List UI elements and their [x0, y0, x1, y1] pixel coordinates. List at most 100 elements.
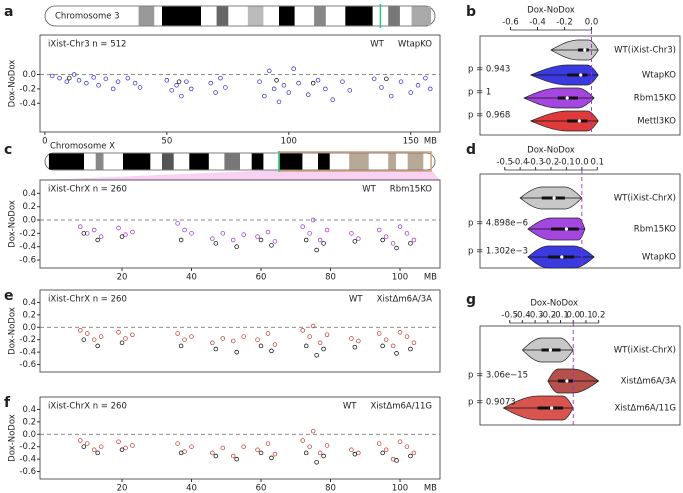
- data-point: [234, 349, 239, 355]
- data-point: [388, 93, 394, 99]
- chromosome-band: [345, 6, 373, 26]
- chromosome-band: [314, 6, 326, 26]
- y-tick-label: 0.0: [22, 70, 36, 80]
- data-point: [300, 438, 305, 443]
- p-value: p = 3.06e−15: [468, 371, 528, 381]
- data-point: [184, 79, 189, 84]
- legend-entry: WT: [370, 40, 384, 50]
- data-point: [241, 232, 246, 237]
- legend-entry: Rbm15KO: [390, 185, 433, 195]
- data-point: [81, 337, 87, 342]
- x-tick-label: 20: [117, 484, 128, 493]
- x-tick-label: 0.2: [592, 311, 606, 321]
- x-tick-label: -0.2: [543, 158, 560, 168]
- data-point: [317, 340, 323, 346]
- data-point: [274, 78, 279, 83]
- x-tick-label: -0.5: [496, 158, 513, 168]
- data-point: [188, 86, 194, 92]
- data-point: [234, 456, 239, 462]
- data-point: [296, 80, 301, 86]
- x-tick-label: -0.4: [529, 18, 546, 28]
- data-point: [376, 331, 382, 336]
- data-point: [132, 80, 138, 86]
- x-tick-label: 0.0: [575, 158, 589, 168]
- data-point: [303, 343, 309, 349]
- data-point: [340, 79, 345, 84]
- data-point: [258, 237, 264, 243]
- data-point: [397, 329, 403, 335]
- data-point: [179, 93, 184, 99]
- data-point: [300, 328, 305, 333]
- data-point: [269, 348, 274, 354]
- data-point: [258, 450, 264, 456]
- category-label: WT(iXist-ChrX): [614, 346, 676, 356]
- data-point: [330, 97, 335, 102]
- data-point: [265, 331, 271, 336]
- legend-entry: XistΔm6A/11G: [370, 402, 432, 412]
- median-dot: [577, 119, 581, 123]
- data-point: [175, 441, 180, 446]
- x-tick-label: -0.4: [512, 158, 529, 168]
- data-point: [255, 234, 260, 239]
- data-point: [130, 229, 135, 235]
- data-point: [189, 334, 194, 339]
- data-point: [91, 337, 97, 342]
- chromosome-band: [279, 6, 295, 26]
- legend-entry: WT: [349, 295, 363, 305]
- p-value: p = 1.302e−3: [468, 247, 528, 257]
- data-point: [265, 229, 271, 235]
- panel-label: e: [4, 288, 14, 304]
- data-point: [310, 80, 316, 86]
- y-tick-label: 0.4: [22, 298, 36, 308]
- data-point: [85, 331, 90, 336]
- x-tick-label: -0.1: [552, 311, 569, 321]
- category-label: XistΔm6A/3A: [621, 377, 677, 387]
- data-point: [110, 86, 116, 92]
- chromosome-band: [189, 153, 209, 170]
- chromosome-band: [247, 6, 264, 26]
- x-tick-label: 100: [392, 273, 408, 283]
- data-point: [315, 78, 321, 83]
- category-label: XistΔm6A/11G: [614, 404, 676, 414]
- y-tick-label: -0.4: [19, 455, 36, 465]
- data-point: [307, 334, 312, 339]
- median-dot: [548, 348, 552, 352]
- data-point: [178, 343, 184, 349]
- chromosome-label: Chromosome X: [50, 142, 115, 152]
- data-point: [404, 334, 410, 339]
- zoom-highlight: [40, 170, 440, 180]
- plot-frame: [39, 179, 441, 269]
- x-tick-label: 40: [186, 484, 197, 493]
- median-dot: [579, 73, 583, 77]
- x-tick-label: 0.1: [591, 158, 605, 168]
- y-tick-label: 0.2: [22, 310, 36, 320]
- data-point: [67, 75, 72, 81]
- data-point: [255, 337, 260, 342]
- data-point: [281, 83, 287, 88]
- data-point: [175, 221, 180, 226]
- data-point: [230, 338, 236, 344]
- x-tick-label: 60: [256, 484, 267, 493]
- data-point: [269, 243, 274, 248]
- chromosome-band: [162, 153, 174, 170]
- data-point: [85, 441, 90, 446]
- data-point: [310, 217, 316, 223]
- y-tick-label: 0.2: [22, 202, 36, 212]
- data-point: [178, 450, 184, 456]
- data-point: [220, 336, 226, 341]
- x-tick-label: -0.3: [527, 158, 544, 168]
- median-dot: [565, 96, 569, 100]
- y-axis-label: Dox-NoDox: [8, 60, 18, 108]
- data-point: [91, 75, 96, 80]
- data-point: [411, 340, 417, 346]
- chromosome-band: [216, 6, 229, 26]
- data-point: [178, 237, 184, 243]
- data-point: [415, 83, 421, 88]
- data-point: [91, 447, 97, 453]
- data-point: [174, 83, 179, 88]
- data-point: [265, 441, 271, 446]
- x-tick-label: -0.1: [558, 158, 575, 168]
- data-point: [397, 439, 403, 444]
- legend-entry: XistΔm6A/3A: [377, 295, 433, 305]
- data-point: [116, 225, 121, 231]
